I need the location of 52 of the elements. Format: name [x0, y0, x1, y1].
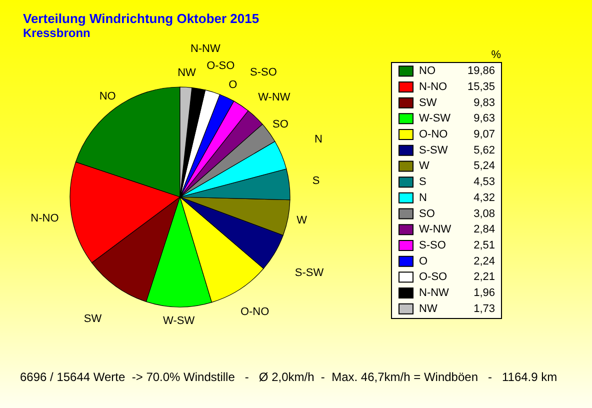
legend-label: O-SO [419, 271, 448, 284]
legend-label: N [419, 192, 427, 204]
data-label: 1,73 [474, 302, 495, 315]
data-label: 5,24 [474, 160, 495, 172]
text: 6696 / 15644 Werte -> 70.0% Windstille - Ø 2,0km/h - Max. 46,7km/h = Windböen - 1164.9 km [20, 370, 558, 384]
slice-label: S-SO [250, 66, 278, 78]
data-label: 19,86 [467, 65, 495, 78]
data-label: 15,35 [467, 80, 495, 93]
data-label: 5,62 [474, 144, 495, 156]
chart-subtitle: Kressbronn [23, 26, 90, 40]
data-label: 4,53 [474, 176, 495, 188]
legend-label: S-SW [419, 144, 448, 156]
slice-label: NO [99, 90, 116, 102]
chart-title: Verteilung Windrichtung Oktober 2015 [23, 11, 260, 26]
legend-label: N-NW [419, 287, 450, 300]
legend-label: W [419, 160, 430, 172]
slice-label: N-NO [30, 212, 60, 225]
legend-label: NO [419, 65, 436, 78]
data-label: 2,21 [474, 271, 495, 284]
slice-label: S-SW [294, 267, 324, 280]
data-label: 2,24 [474, 255, 495, 268]
data-label: 9,63 [474, 112, 495, 125]
slice-label: O-SO [206, 60, 236, 72]
legend-label: O [419, 255, 428, 268]
legend-label: SW [419, 96, 438, 109]
legend-label: S-SO [419, 239, 446, 252]
legend-title: % [491, 49, 502, 61]
slice-label: W-NW [258, 92, 291, 104]
slice-label: S [312, 175, 320, 188]
slice-label: SW [84, 312, 102, 325]
legend-label: W-SW [419, 112, 452, 125]
data-label: 9,07 [474, 128, 495, 141]
data-label: 9,83 [474, 96, 495, 109]
legend-label: O-NO [419, 128, 448, 141]
legend-label: W-NW [419, 224, 452, 236]
slice-label: W [296, 214, 308, 226]
slice-label: O [228, 78, 238, 91]
data-label: 1,96 [474, 287, 495, 300]
slice-label: SO [272, 118, 289, 130]
slice-label: N [314, 133, 323, 146]
legend-label: N-NO [419, 80, 448, 93]
slice-label: NW [178, 67, 197, 80]
slice-label: W-SW [163, 314, 196, 327]
data-label: 4,32 [474, 192, 495, 204]
slice-label: O-NO [240, 306, 270, 318]
data-label: 2,51 [474, 239, 495, 252]
data-label: 2,84 [474, 224, 495, 236]
data-label: 3,08 [474, 208, 495, 220]
legend-label: SO [419, 208, 436, 220]
legend-label: NW [419, 302, 438, 315]
slice-label: N-NW [190, 43, 221, 56]
legend-label: S [419, 176, 426, 188]
